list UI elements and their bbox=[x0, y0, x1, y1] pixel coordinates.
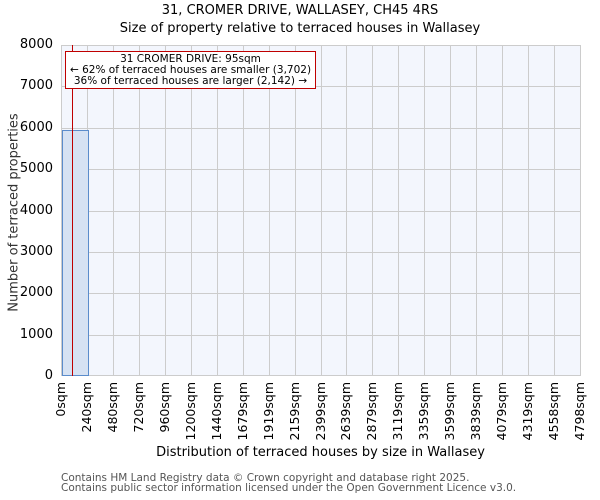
x-gridline bbox=[502, 45, 504, 376]
x-gridline bbox=[164, 45, 166, 376]
x-gridline bbox=[190, 45, 192, 376]
y-gridline bbox=[62, 293, 581, 295]
y-gridline bbox=[62, 210, 581, 212]
x-gridline bbox=[554, 45, 556, 376]
y-tick-label: 5000 bbox=[19, 161, 53, 177]
x-tick-label: 960sqm bbox=[156, 382, 172, 433]
x-tick-label: 4558sqm bbox=[546, 382, 562, 441]
y-tick-label: 1000 bbox=[19, 326, 53, 342]
x-gridline bbox=[242, 45, 244, 376]
chart-subtitle: Size of property relative to terraced ho… bbox=[119, 21, 481, 36]
y-axis-label: Number of terraced properties bbox=[6, 113, 22, 312]
y-gridline bbox=[62, 86, 581, 88]
x-tick-label: 1919sqm bbox=[260, 382, 276, 441]
y-tick-label: 8000 bbox=[19, 37, 53, 52]
y-tick-label: 7000 bbox=[19, 78, 53, 94]
y-gridline bbox=[62, 127, 581, 129]
property-annotation-box: 31 CROMER DRIVE: 95sqm ← 62% of terraced… bbox=[65, 51, 316, 89]
y-tick-label: 3000 bbox=[19, 243, 53, 259]
x-tick-label: 3359sqm bbox=[416, 382, 432, 441]
x-tick-label: 3119sqm bbox=[390, 382, 406, 441]
chart-title: 31, CROMER DRIVE, WALLASEY, CH45 4RS bbox=[161, 3, 439, 18]
x-tick-label: 0sqm bbox=[53, 382, 68, 417]
x-gridline bbox=[268, 45, 270, 376]
y-gridline bbox=[62, 251, 581, 253]
annotation-line-2: ← 62% of terraced houses are smaller (3,… bbox=[69, 64, 312, 76]
y-gridline bbox=[62, 169, 581, 171]
annotation-line-1: 31 CROMER DRIVE: 95sqm bbox=[120, 53, 261, 65]
x-tick-label: 3839sqm bbox=[468, 382, 484, 441]
x-gridline bbox=[138, 45, 140, 376]
x-gridline bbox=[294, 45, 296, 376]
x-tick-label: 4319sqm bbox=[520, 382, 536, 441]
y-gridline bbox=[62, 334, 581, 336]
annotation-line-3: 36% of terraced houses are larger (2,142… bbox=[73, 75, 308, 87]
y-tick-label: 6000 bbox=[19, 119, 53, 135]
x-tick-label: 2399sqm bbox=[312, 382, 328, 441]
x-tick-label: 240sqm bbox=[78, 382, 94, 433]
property-size-marker-line bbox=[72, 45, 74, 376]
y-tick-label: 4000 bbox=[19, 202, 53, 218]
x-tick-label: 1200sqm bbox=[182, 382, 198, 441]
x-axis-label: Distribution of terraced houses by size … bbox=[156, 445, 485, 460]
x-gridline bbox=[320, 45, 322, 376]
y-tick-label: 0 bbox=[44, 368, 53, 383]
footer-line-2: Contains public sector information licen… bbox=[61, 482, 517, 494]
x-tick-label: 3599sqm bbox=[442, 382, 458, 441]
y-tick-label: 2000 bbox=[19, 285, 53, 301]
x-gridline bbox=[216, 45, 218, 376]
x-gridline bbox=[398, 45, 400, 376]
x-tick-label: 720sqm bbox=[130, 382, 146, 433]
x-tick-label: 2159sqm bbox=[286, 382, 302, 441]
x-gridline bbox=[346, 45, 348, 376]
x-tick-label: 1440sqm bbox=[208, 382, 224, 441]
histogram-bar bbox=[62, 129, 89, 376]
x-gridline bbox=[476, 45, 478, 376]
footer-line-1: Contains HM Land Registry data © Crown c… bbox=[61, 472, 470, 484]
x-tick-label: 1679sqm bbox=[234, 382, 250, 441]
x-gridline bbox=[424, 45, 426, 376]
x-gridline bbox=[528, 45, 530, 376]
x-gridline bbox=[580, 45, 581, 376]
x-tick-label: 2639sqm bbox=[338, 382, 354, 441]
x-tick-label: 480sqm bbox=[104, 382, 120, 433]
x-gridline bbox=[112, 45, 114, 376]
x-gridline bbox=[450, 45, 452, 376]
x-tick-label: 2879sqm bbox=[364, 382, 380, 441]
y-gridline bbox=[62, 45, 581, 46]
x-tick-label: 4079sqm bbox=[494, 382, 510, 441]
x-tick-label: 4798sqm bbox=[572, 382, 587, 441]
plot-area bbox=[61, 45, 581, 376]
x-gridline bbox=[372, 45, 374, 376]
